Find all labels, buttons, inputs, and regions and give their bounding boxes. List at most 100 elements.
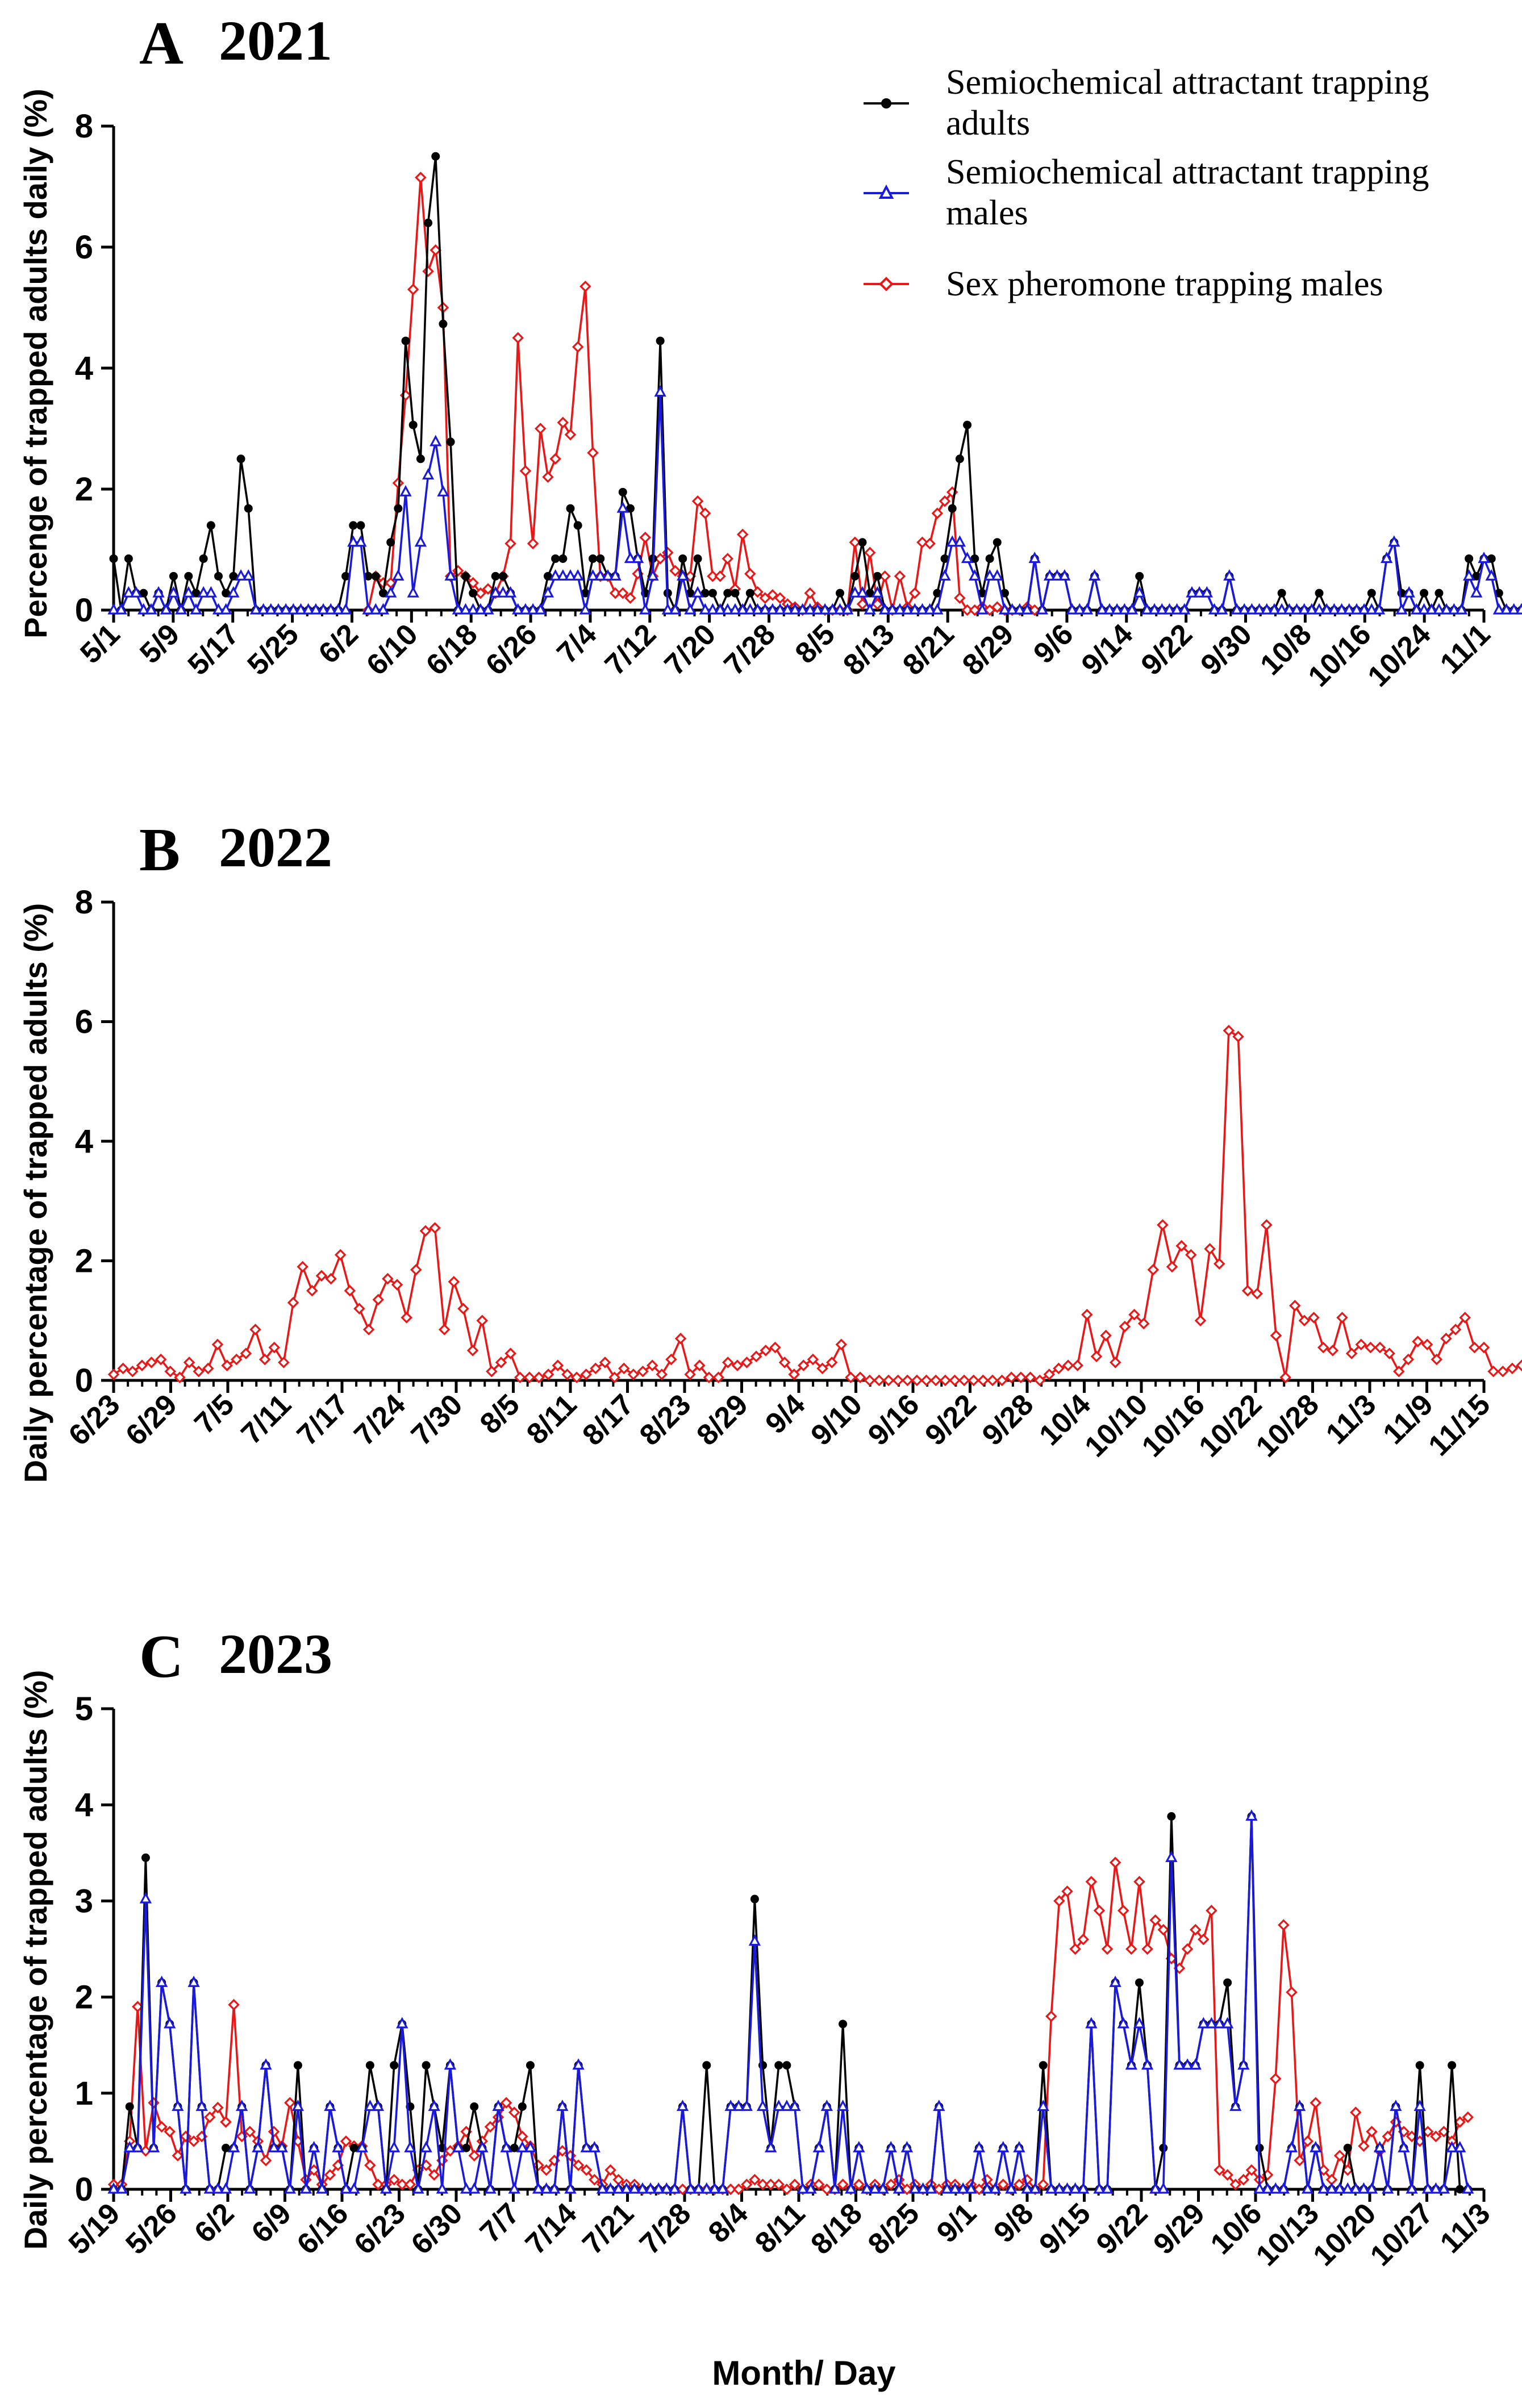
data-point — [757, 2179, 769, 2190]
data-point — [878, 603, 891, 615]
data-point — [1141, 2058, 1154, 2070]
data-point — [1205, 2017, 1218, 2029]
data-point — [722, 1357, 734, 1368]
data-point — [1053, 2182, 1066, 2194]
data-point — [929, 1374, 942, 1387]
data-point — [211, 1338, 224, 1351]
data-point — [294, 603, 307, 615]
x-tick-label: 7/30 — [405, 1388, 469, 1452]
x-tick-label: 8/23 — [633, 1388, 698, 1452]
data-point — [1117, 2017, 1129, 2029]
data-point — [961, 604, 973, 616]
data-point — [628, 2182, 641, 2194]
data-point — [160, 603, 172, 615]
y-tick-label: 1 — [75, 2075, 93, 2112]
x-tick-label: 9/10 — [804, 1388, 869, 1452]
data-point — [850, 571, 860, 581]
data-point — [278, 1357, 290, 1368]
x-tick-label: 9/22 — [1090, 2197, 1154, 2261]
data-point — [1197, 2017, 1210, 2029]
data-point — [566, 504, 575, 513]
x-tick-label: 9/29 — [1147, 2197, 1211, 2261]
data-point — [1232, 1030, 1244, 1043]
data-point — [796, 603, 809, 615]
data-point — [491, 571, 500, 581]
data-point — [1135, 1978, 1144, 1987]
data-point — [894, 570, 906, 582]
data-point — [516, 2140, 529, 2152]
x-tick-label: 6/2 — [312, 617, 365, 670]
data-point — [941, 2182, 953, 2194]
data-point — [647, 569, 659, 581]
data-point — [804, 603, 816, 615]
data-point — [169, 571, 178, 581]
data-point — [700, 589, 710, 598]
data-point — [1366, 2126, 1378, 2138]
data-point — [1093, 1905, 1106, 1917]
data-point — [1500, 603, 1513, 615]
data-point — [1285, 2140, 1298, 2152]
data-point — [372, 1293, 385, 1306]
x-tick-label: 5/19 — [62, 2197, 127, 2261]
data-point — [1470, 586, 1483, 598]
legend-marker-adults — [881, 98, 891, 108]
data-point — [1186, 586, 1198, 598]
data-point — [543, 571, 552, 581]
data-point — [1310, 2097, 1322, 2109]
data-point — [837, 2179, 849, 2190]
legend-label-adults-1: Semiochemical attractant trapping — [946, 63, 1429, 102]
legend: Semiochemical attractant trapping adults… — [864, 63, 1429, 303]
data-point — [1388, 535, 1400, 547]
data-point — [807, 1353, 819, 1366]
data-point — [712, 1371, 724, 1384]
data-point — [596, 554, 605, 563]
series-semi_males — [107, 385, 1522, 615]
data-point — [1213, 1258, 1225, 1270]
data-point — [812, 2140, 825, 2152]
data-point — [864, 1374, 876, 1387]
data-point — [519, 465, 532, 477]
data-point — [1425, 603, 1438, 615]
data-point — [579, 280, 591, 293]
series-sex_males — [362, 172, 1041, 616]
data-point — [123, 2140, 136, 2152]
data-point — [1189, 1923, 1202, 1936]
data-point — [1469, 1341, 1481, 1354]
x-tick-label: 5/9 — [134, 617, 186, 670]
data-point — [624, 592, 636, 604]
data-point — [1125, 1943, 1137, 1955]
data-point — [1465, 554, 1474, 563]
data-point — [900, 2140, 914, 2152]
y-tick-label: 6 — [75, 1004, 93, 1041]
data-point — [1077, 1933, 1089, 1946]
legend-label-adults-2: adults — [946, 104, 1030, 143]
data-point — [1492, 603, 1506, 615]
x-tick-label: 6/23 — [62, 1388, 127, 1452]
data-point — [773, 2100, 785, 2111]
x-tick-label: 5/17 — [182, 617, 246, 682]
data-point — [939, 1374, 952, 1387]
data-point — [736, 603, 749, 615]
data-point — [356, 2140, 368, 2152]
data-point — [1125, 603, 1139, 615]
data-point — [957, 2182, 969, 2194]
data-point — [356, 521, 365, 530]
data-point — [244, 504, 253, 513]
data-point — [1350, 2106, 1362, 2118]
data-point — [933, 2183, 945, 2196]
data-point — [646, 1359, 658, 1371]
data-point — [998, 603, 1011, 615]
data-point — [624, 552, 637, 564]
data-point — [931, 603, 944, 615]
y-tick-label: 4 — [75, 1123, 93, 1160]
data-point — [909, 587, 921, 599]
data-point — [410, 1264, 422, 1276]
data-point — [678, 554, 687, 563]
data-point — [468, 2150, 480, 2162]
data-point — [1373, 603, 1386, 615]
y-tick-label: 2 — [75, 1979, 93, 2016]
data-point — [1298, 603, 1311, 615]
data-point — [401, 1312, 412, 1324]
data-point — [404, 2179, 416, 2190]
data-point — [1193, 586, 1206, 598]
